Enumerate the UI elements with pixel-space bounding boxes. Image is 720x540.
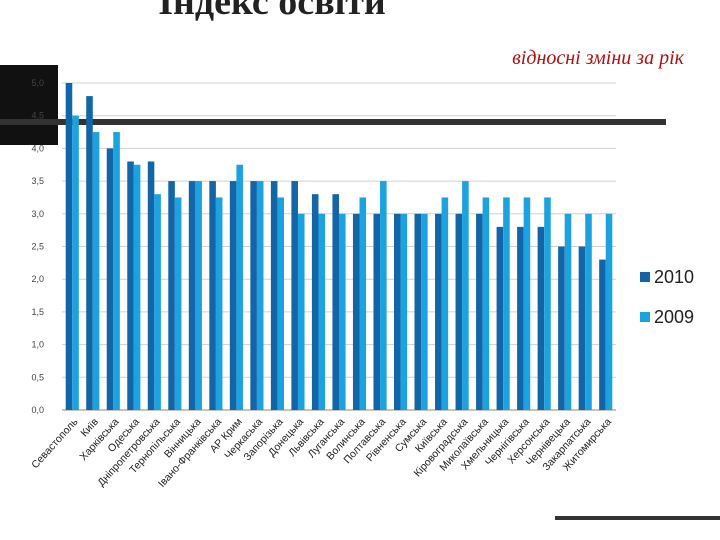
- bar: [215, 197, 223, 410]
- bar: [168, 181, 175, 410]
- y-tick-label: 3,0: [31, 209, 44, 219]
- y-tick-label: 3,5: [31, 176, 44, 186]
- legend-label: 2010: [654, 267, 694, 287]
- bar: [523, 197, 531, 410]
- bar: [544, 197, 551, 410]
- bar: [188, 181, 196, 410]
- decor-line: [0, 119, 666, 125]
- y-tick-label: 4,5: [31, 111, 44, 121]
- bar: [414, 213, 422, 410]
- bar: [441, 197, 449, 410]
- bar: [400, 213, 408, 410]
- bar: [297, 213, 305, 410]
- y-tick-label: 0,0: [31, 405, 44, 415]
- legend-label: 2009: [654, 307, 694, 327]
- y-tick-label: 1,5: [31, 307, 44, 317]
- y-tick-label: 4,0: [31, 143, 44, 153]
- bar: [86, 96, 93, 410]
- bar: [462, 181, 469, 410]
- bar: [174, 197, 182, 410]
- bar: [558, 246, 565, 410]
- bar: [421, 213, 428, 410]
- bar: [503, 197, 510, 410]
- bar: [605, 213, 613, 410]
- bar: [65, 83, 73, 410]
- y-tick-label: 1,0: [31, 340, 44, 350]
- chart-title: Індекс освіти: [158, 0, 386, 23]
- bar: [496, 226, 504, 410]
- bar: [482, 197, 490, 410]
- bar: [229, 181, 237, 410]
- bar: [359, 197, 367, 410]
- bar: [455, 213, 463, 410]
- bar: [236, 164, 243, 410]
- bar: [564, 213, 572, 410]
- bar: [585, 213, 592, 410]
- bar: [195, 181, 202, 410]
- bar: [476, 213, 483, 410]
- bar: [517, 226, 524, 410]
- bar: [380, 181, 387, 410]
- y-tick-label: 2,0: [31, 274, 44, 284]
- y-tick-label: 5,0: [31, 78, 44, 88]
- y-tick-label: 0,5: [31, 372, 44, 382]
- bar: [250, 181, 257, 410]
- bar: [147, 161, 155, 410]
- bar: [209, 181, 216, 410]
- bar: [106, 148, 114, 410]
- bar: [339, 213, 346, 410]
- bar: [154, 194, 161, 410]
- bar: [72, 115, 79, 410]
- bar: [435, 213, 442, 410]
- bar: [256, 181, 264, 410]
- decor-block: [0, 65, 58, 145]
- bar: [537, 226, 545, 410]
- bar: [113, 132, 120, 411]
- bar: [352, 213, 360, 410]
- bar: [133, 164, 141, 410]
- bar: [578, 246, 586, 410]
- bar: [318, 213, 326, 410]
- decor-line: [555, 516, 720, 520]
- bar: [277, 197, 285, 410]
- bar: [373, 213, 381, 410]
- bar: [92, 132, 100, 411]
- y-tick-label: 2,5: [31, 242, 44, 252]
- bar: [270, 181, 278, 410]
- legend-swatch: [640, 272, 650, 282]
- bar: [291, 181, 298, 410]
- bar: [393, 213, 401, 410]
- bar: [332, 194, 339, 410]
- bar: [127, 161, 134, 410]
- chart-subtitle: відносні зміни за рік: [512, 47, 685, 69]
- bar: [311, 194, 319, 410]
- legend-swatch: [640, 312, 650, 322]
- bar: [599, 259, 606, 410]
